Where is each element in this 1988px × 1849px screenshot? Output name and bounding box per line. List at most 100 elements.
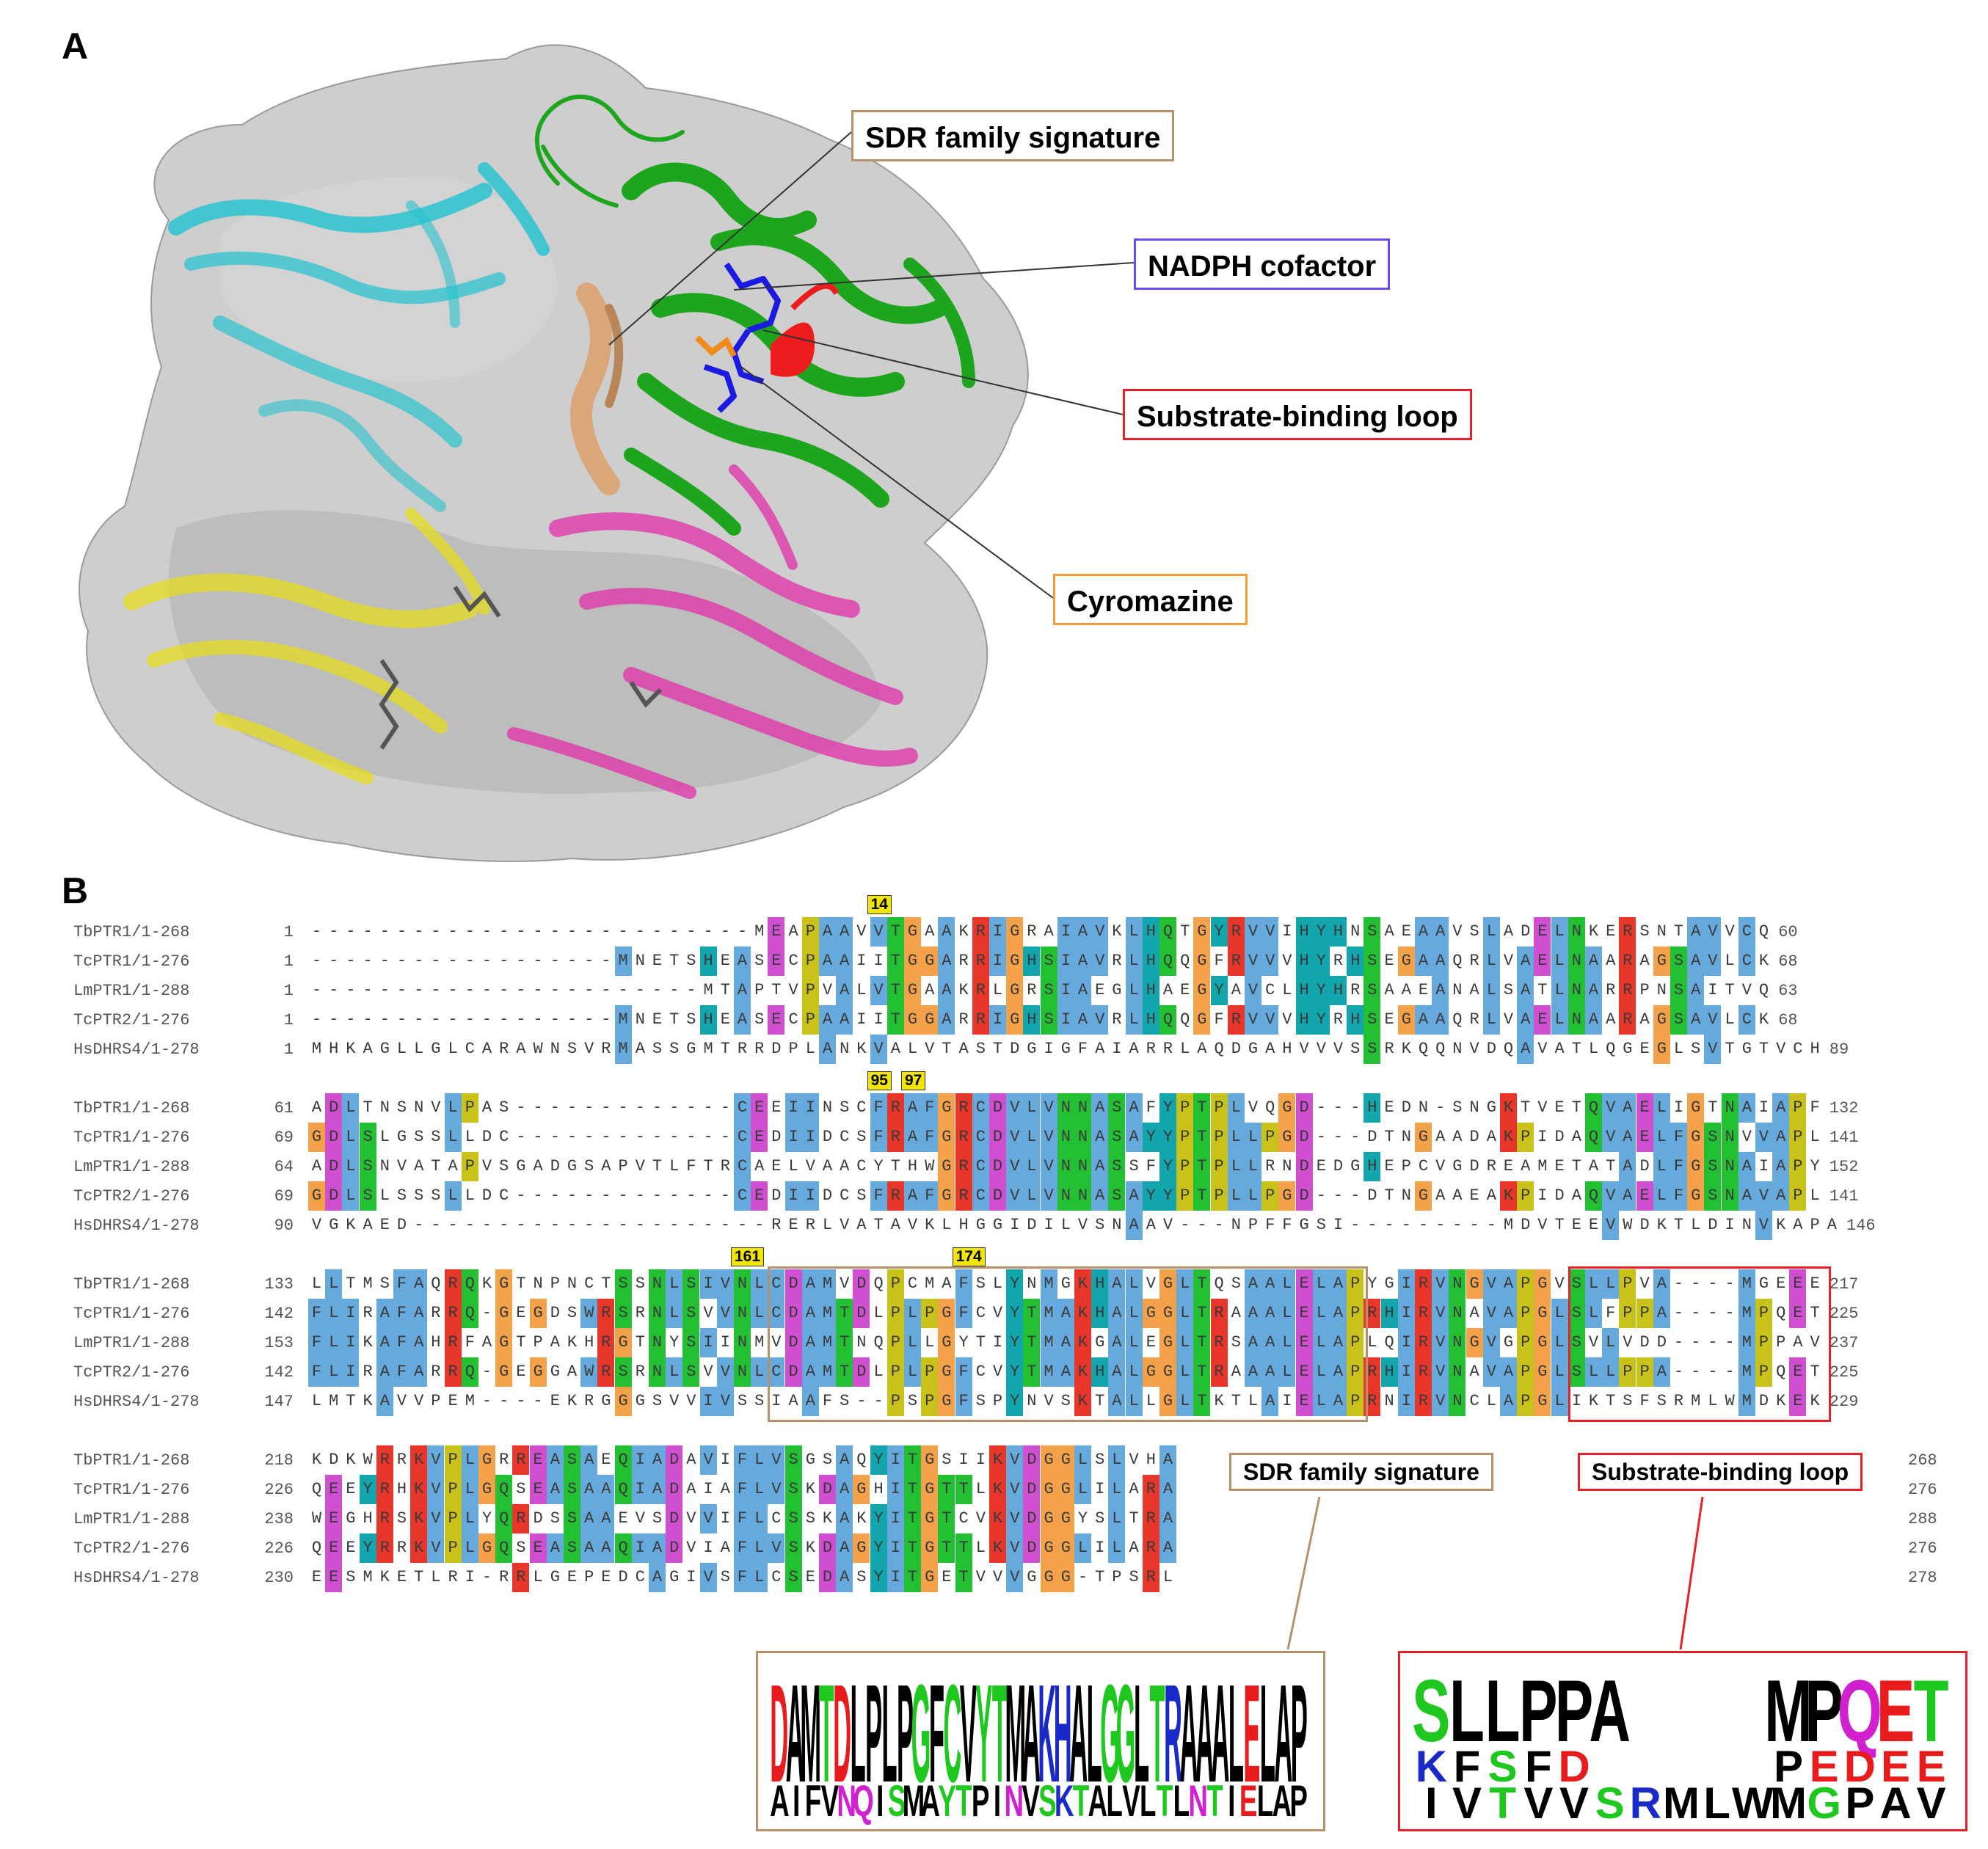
panel-label-a: A xyxy=(62,26,89,67)
residue-cell: N xyxy=(1721,1093,1738,1123)
residue-cell: - xyxy=(1384,1216,1394,1234)
residue-cell: A xyxy=(925,922,935,941)
residue-cell: - xyxy=(703,1098,713,1117)
residue-cell: D xyxy=(819,1533,836,1563)
residue-cell: A xyxy=(1091,1123,1109,1152)
residue-cell: G xyxy=(1687,1093,1705,1123)
residue-cell: S xyxy=(1108,1123,1126,1152)
residue-cell: - xyxy=(481,922,492,941)
residue-cell: H xyxy=(1330,976,1347,1005)
residue-cell: S xyxy=(1656,1392,1667,1410)
logo-letter: P xyxy=(1845,1779,1874,1825)
residue-cell: - xyxy=(1435,1216,1446,1234)
residue-cell: K xyxy=(1074,1357,1091,1387)
residue-cell: S xyxy=(431,1186,441,1205)
residue-cell: Y xyxy=(870,1563,887,1592)
residue-cell: A xyxy=(1261,1269,1279,1299)
residue-cell: A xyxy=(788,1392,798,1410)
residue-cell: S xyxy=(1363,1035,1381,1064)
residue-cell: R xyxy=(958,952,969,970)
residue-cell: G xyxy=(1193,976,1211,1005)
sequence-end-number: 60 xyxy=(1778,923,1798,941)
residue-cell: - xyxy=(346,952,356,970)
residue-cell: K xyxy=(989,1445,1006,1475)
residue-cell: G xyxy=(1653,947,1670,976)
residue-cell: F xyxy=(1282,1216,1292,1234)
logo-letter: L xyxy=(1140,1776,1156,1825)
residue-cell: T xyxy=(1673,922,1684,941)
residue-cell: L xyxy=(1653,1152,1670,1181)
residue-cell: A xyxy=(410,1328,428,1357)
residue-cell: T xyxy=(1129,1509,1139,1528)
residue-cell: A xyxy=(1619,1093,1636,1123)
residue-cell: I xyxy=(1282,922,1292,941)
residue-cell: D xyxy=(325,1093,343,1123)
residue-cell: L xyxy=(1176,1299,1194,1328)
residue-cell: R xyxy=(448,1568,458,1586)
residue-cell: T xyxy=(1571,1040,1581,1058)
residue-cell: A xyxy=(376,1387,393,1416)
residue-cell: E xyxy=(788,1216,798,1234)
residue-cell: G xyxy=(1040,1533,1057,1563)
residue-cell: A xyxy=(1159,1504,1176,1533)
residue-cell: A xyxy=(836,917,853,947)
residue-cell: T xyxy=(1023,1328,1041,1357)
residue-cell: T xyxy=(1571,1098,1581,1117)
residue-cell: A xyxy=(1415,1005,1432,1035)
residue-cell: L xyxy=(751,1299,768,1328)
residue-cell: - xyxy=(414,952,424,970)
residue-cell: R xyxy=(771,1216,782,1234)
residue-cell: E xyxy=(601,1451,611,1469)
residue-cell: K xyxy=(567,1392,578,1410)
residue-cell: R xyxy=(720,1157,730,1175)
residue-cell: A xyxy=(1245,1269,1261,1299)
residue-cell: V xyxy=(716,1299,734,1328)
residue-cell: V xyxy=(1040,1123,1057,1152)
residue-cell: G xyxy=(1193,917,1211,947)
residue-cell: E xyxy=(1789,1299,1807,1328)
residue-cell: N xyxy=(1449,1299,1466,1328)
residue-cell: V xyxy=(1537,1098,1548,1117)
residue-cell: V xyxy=(1261,1005,1279,1035)
residue-cell: S xyxy=(1363,976,1381,1005)
residue-cell: G xyxy=(1006,947,1024,976)
residue-cell: S xyxy=(1350,1040,1361,1058)
residue-cell: A xyxy=(1074,1005,1091,1035)
residue-cell: L xyxy=(751,1357,768,1387)
residue-cell: G xyxy=(1006,1005,1024,1035)
residue-cell: R xyxy=(512,1504,530,1533)
residue-cell: D xyxy=(1295,1123,1313,1152)
residue-cell: G xyxy=(938,1123,955,1152)
residue-cell: - xyxy=(635,1128,645,1146)
residue-cell: - xyxy=(1691,1363,1701,1381)
logo-letter: I xyxy=(994,1776,1001,1825)
residue-cell: - xyxy=(499,1216,509,1234)
residue-cell: V xyxy=(716,1357,734,1387)
residue-cell: T xyxy=(414,1568,424,1586)
residue-cell: T xyxy=(652,1157,663,1175)
sequence-end-number: 278 xyxy=(1908,1569,1937,1587)
residue-cell: A xyxy=(1503,922,1514,941)
residue-cell: V xyxy=(1077,1216,1088,1234)
residue-cell: - xyxy=(396,1010,407,1029)
residue-cell: V xyxy=(1261,947,1279,976)
residue-cell: Y xyxy=(1006,1269,1024,1299)
residue-cell: E xyxy=(516,1304,526,1322)
residue-cell: K xyxy=(1500,1093,1517,1123)
residue-cell: L xyxy=(1248,1392,1259,1410)
residue-cell: Y xyxy=(481,1509,492,1528)
residue-cell: K xyxy=(1588,1392,1599,1410)
residue-cell: - xyxy=(499,922,509,941)
residue-cell: - xyxy=(499,1392,509,1410)
residue-cell: T xyxy=(1521,1098,1531,1117)
residue-cell: R xyxy=(499,1451,509,1469)
residue-cell: A xyxy=(516,1040,526,1058)
residue-cell: G xyxy=(1027,1568,1037,1586)
residue-cell: L xyxy=(342,1123,360,1152)
residue-cell: M xyxy=(614,947,632,976)
residue-cell: T xyxy=(669,1010,680,1029)
residue-cell: P xyxy=(444,1504,462,1533)
residue-cell: N xyxy=(1350,922,1361,941)
logo-letter: P xyxy=(897,1655,914,1811)
residue-cell: E xyxy=(567,1568,578,1586)
